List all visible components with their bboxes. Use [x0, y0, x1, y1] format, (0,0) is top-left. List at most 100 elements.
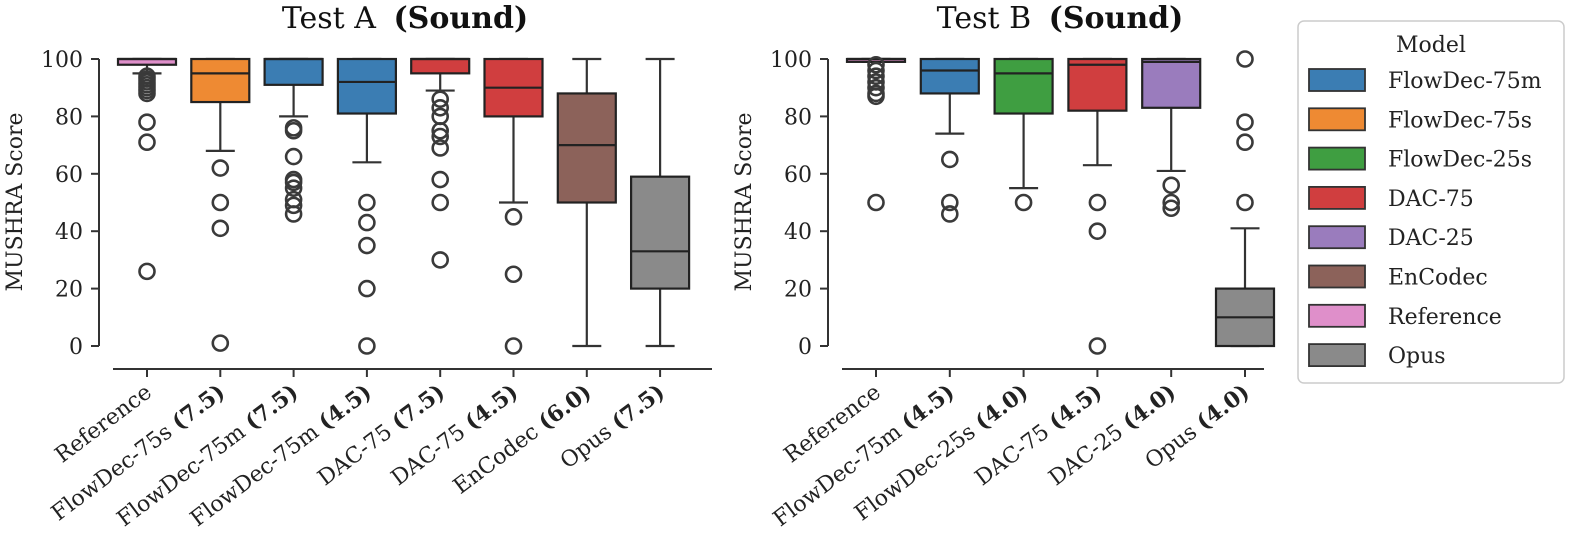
- legend-item: DAC-75: [1308, 185, 1474, 212]
- test-a-iqr-box: [336, 57, 397, 115]
- panel-b-title-bold: (Sound): [1049, 1, 1184, 36]
- test-b-iqr-box: [919, 57, 980, 95]
- test-a-iqr-box: [629, 175, 691, 290]
- test-b-y-tick-label: 40: [784, 220, 812, 245]
- test-b-outlier-point: [1088, 193, 1107, 212]
- legend-item: FlowDec-25s: [1308, 146, 1532, 173]
- test-a-outlier-point: [138, 113, 156, 131]
- test-b-outlier-point: [940, 205, 959, 223]
- test-a-outlier-point: [284, 121, 303, 140]
- test-a-x-tick-label-value: (4.5): [314, 379, 377, 435]
- test-b-outlier-point: [1162, 176, 1180, 195]
- test-b-x-tick-label-value: (4.5): [1044, 379, 1107, 435]
- test-a-y-tick-label: 40: [55, 220, 83, 245]
- test-b-outlier-point: [1236, 193, 1254, 212]
- test-b-x-tick-label: DAC-25(4.0): [1044, 379, 1181, 491]
- legend-swatch: [1308, 107, 1366, 132]
- test-b-box-3: [1067, 57, 1128, 355]
- test-a-x-tick-label-value: (7.5): [607, 379, 670, 435]
- test-a-outlier-point: [284, 196, 303, 215]
- test-a-outlier-point: [358, 236, 376, 255]
- legend-label: Opus: [1388, 344, 1446, 369]
- test-a-x-tick-label-name: FlowDec-75m: [113, 420, 251, 533]
- test-a-iqr-box: [410, 57, 471, 75]
- test-a-outlier-point: [284, 147, 303, 166]
- legend-label: FlowDec-75m: [1388, 69, 1542, 94]
- panel-a-title-bold: (Sound): [393, 1, 528, 36]
- test-a-outlier-point: [358, 193, 376, 212]
- test-a-outlier-point: [138, 262, 156, 281]
- legend-label: FlowDec-25s: [1388, 148, 1532, 173]
- test-b-outlier-point: [1236, 113, 1254, 131]
- test-a-outlier-point: [431, 98, 450, 117]
- test-a-y-tick-label: 0: [69, 335, 83, 360]
- test-b-x-tick-label: DAC-75(4.5): [970, 379, 1107, 491]
- test-a-outlier-point: [138, 133, 156, 152]
- test-b-box-2: [993, 57, 1054, 212]
- legend-label: FlowDec-75s: [1388, 108, 1532, 133]
- test-b-box-5: [1214, 50, 1276, 348]
- legend-swatch: [1308, 225, 1366, 250]
- test-b-outlier-point: [1236, 133, 1254, 152]
- test-b-x-tick-label-name: Opus: [1141, 420, 1202, 475]
- test-b-outlier-point: [1162, 193, 1180, 212]
- panel-a-ylabel: MUSHRA Score: [3, 113, 28, 292]
- legend-items: FlowDec-75m FlowDec-75s FlowDec-25s DAC-75 D…: [1308, 68, 1542, 369]
- test-b-outlier-point: [867, 61, 885, 80]
- test-a-x-tick-label-value: (4.5): [460, 379, 523, 435]
- test-a-outlier-point: [284, 205, 303, 223]
- test-a-y-tick-label: 20: [55, 278, 83, 303]
- test-a-outlier-point: [431, 251, 450, 269]
- test-a-x-tick-label-value: (7.5): [240, 379, 303, 435]
- test-b-y-tick-label: 20: [784, 278, 812, 303]
- test-b-y-tick-label: 0: [798, 335, 812, 360]
- test-a-box-5: [483, 57, 544, 355]
- test-b-x-tick-label-value: (4.0): [970, 379, 1033, 435]
- test-a-outlier-point: [431, 90, 450, 108]
- test-a-box-4: [410, 57, 471, 269]
- test-b-box-1: [919, 57, 980, 223]
- legend-label: DAC-75: [1388, 187, 1474, 212]
- test-b-outlier-point: [867, 87, 885, 106]
- test-b-iqr-box: [993, 57, 1054, 115]
- test-a-outlier-point: [138, 84, 156, 103]
- panel-a-title: Test A (Sound): [282, 1, 528, 36]
- test-a-box-1: [190, 57, 251, 352]
- test-a-iqr-box: [263, 57, 324, 86]
- legend-swatch: [1308, 264, 1366, 289]
- test-a-box-7: [629, 57, 691, 348]
- test-a-x-tick-label: DAC-75(7.5): [313, 379, 450, 491]
- test-a-outlier-point: [358, 213, 376, 232]
- legend-swatch: [1308, 343, 1366, 368]
- legend-item: Opus: [1308, 343, 1446, 369]
- legend-label: EnCodec: [1388, 266, 1488, 291]
- test-a-box-2: [263, 57, 324, 223]
- test-a-outlier-point: [211, 159, 230, 177]
- test-b-outlier-point: [867, 67, 885, 86]
- test-a-x-tick-label-name: Opus: [556, 420, 617, 475]
- test-a-x-tick-label-value: (7.5): [167, 379, 230, 435]
- test-a-outlier-point: [284, 179, 303, 197]
- test-a-iqr-box: [190, 57, 251, 104]
- test-b-outlier-point: [867, 55, 885, 74]
- test-a-outlier-point: [504, 337, 523, 355]
- test-a-outlier-point: [504, 265, 523, 284]
- plot-test-a: 020406080100ReferenceFlowDec-75s(7.5)Flo…: [41, 48, 712, 532]
- test-b-outlier-point: [867, 193, 885, 212]
- test-a-y-tick-label: 60: [55, 163, 83, 188]
- test-b-x-tick-label-value: (4.5): [897, 379, 960, 435]
- test-b-outlier-point: [1236, 50, 1254, 68]
- test-b-box-0: [845, 55, 907, 212]
- test-a-box-3: [336, 57, 397, 355]
- test-a-box-6: [556, 57, 617, 348]
- legend-label: Reference: [1388, 305, 1502, 330]
- legend-item: DAC-25: [1308, 225, 1474, 251]
- test-a-outlier-point: [431, 139, 450, 157]
- panel-b-title-main: Test B: [937, 1, 1031, 36]
- legend-swatch: [1308, 185, 1366, 210]
- test-b-outlier-point: [1088, 222, 1107, 240]
- test-a-box-0: [116, 57, 178, 281]
- legend-title: Model: [1396, 33, 1466, 58]
- test-a-iqr-box: [556, 92, 617, 204]
- test-a-outlier-point: [211, 219, 230, 238]
